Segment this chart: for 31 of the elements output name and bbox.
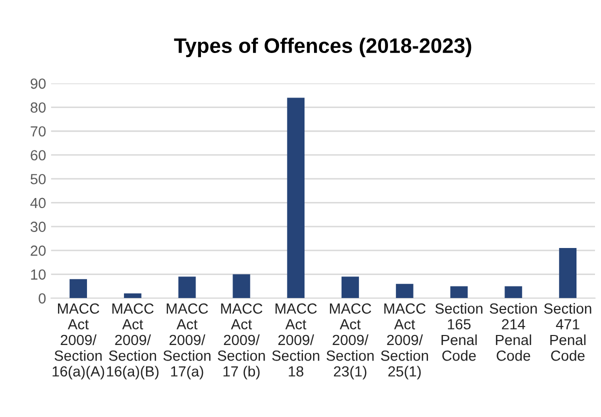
bar bbox=[504, 286, 522, 298]
x-tick-label: Section 165 Penal Code bbox=[435, 303, 482, 361]
y-tick-label: 50 bbox=[30, 174, 46, 184]
x-tick-label: MACC Act 2009/ Section 17(a) bbox=[163, 303, 210, 380]
y-tick-label: 60 bbox=[30, 150, 46, 160]
y-tick-label: 10 bbox=[31, 269, 46, 280]
bar bbox=[396, 284, 414, 298]
y-tick-label: 0 bbox=[38, 293, 46, 304]
x-tick-label: MACC Act 2009/ Section 17 (b) bbox=[218, 303, 265, 380]
y-tick-label: 70 bbox=[30, 126, 46, 137]
bar bbox=[124, 293, 142, 298]
x-tick-label: MACC Act 2009/ Section 16(a)(B) bbox=[107, 303, 159, 380]
x-tick-label: MACC Act 2009/ Section 16(a)(A) bbox=[52, 303, 104, 380]
x-tick-label: Section 214 Penal Code bbox=[490, 303, 537, 361]
bar bbox=[450, 286, 468, 298]
y-tick-label: 80 bbox=[30, 102, 46, 113]
bar bbox=[559, 248, 576, 298]
bar bbox=[342, 276, 359, 298]
bar bbox=[178, 276, 196, 298]
x-tick-label: Section 471 Penal Code bbox=[544, 303, 592, 361]
y-tick-label: 90 bbox=[30, 78, 46, 89]
bar bbox=[70, 279, 87, 298]
x-tick-label: MACC Act 2009/ Section 25(1) bbox=[380, 303, 428, 380]
bar bbox=[232, 274, 250, 298]
bar bbox=[287, 98, 305, 298]
x-tick-label: MACC Act 2009/ Section 18 bbox=[272, 303, 320, 377]
x-tick-label: MACC Act 2009/ Section 23(1) bbox=[326, 303, 374, 380]
chart-title: Types of Offences (2018-2023) bbox=[174, 38, 472, 58]
y-tick-label: 20 bbox=[30, 246, 46, 256]
y-tick-label: 40 bbox=[30, 198, 46, 208]
y-tick-label: 30 bbox=[30, 222, 46, 232]
